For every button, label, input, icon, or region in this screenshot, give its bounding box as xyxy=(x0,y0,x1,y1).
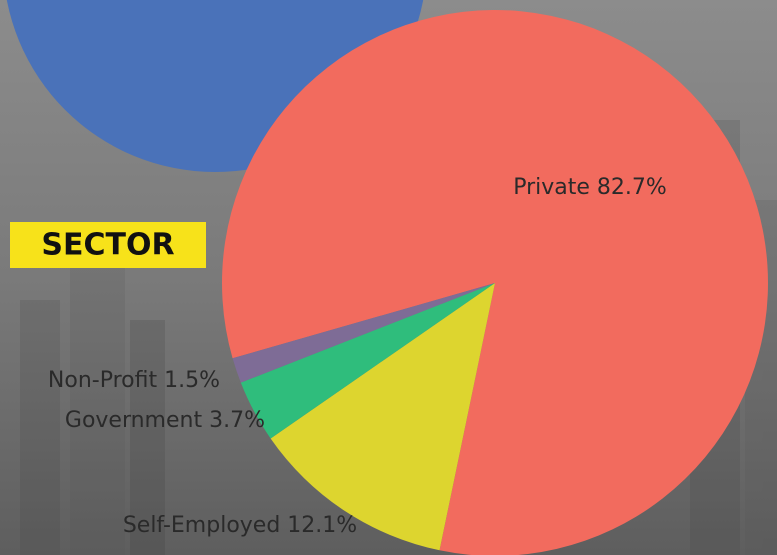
slice-name: Government xyxy=(65,408,203,433)
pie-slice xyxy=(240,283,495,439)
slice-label: Non-Profit 1.5% xyxy=(48,368,220,393)
slice-name: Non-Profit xyxy=(48,368,158,393)
slice-name: Private xyxy=(513,175,590,200)
slice-value: 3.7% xyxy=(209,408,265,433)
slice-label: Government 3.7% xyxy=(65,408,265,433)
pie xyxy=(222,9,768,555)
pie-slice xyxy=(232,283,495,383)
pie-slice xyxy=(270,283,495,551)
chart-title: SECTOR xyxy=(41,228,174,263)
slice-value: 82.7% xyxy=(597,175,667,200)
title-box xyxy=(10,222,206,268)
slice-label: Self-Employed 12.1% xyxy=(123,513,357,538)
slice-value: 1.5% xyxy=(164,368,220,393)
slice-name: Self-Employed xyxy=(123,513,280,538)
pie-slice xyxy=(222,9,768,555)
slice-label: Private 82.7% xyxy=(513,175,667,200)
slice-value: 12.1% xyxy=(287,513,357,538)
